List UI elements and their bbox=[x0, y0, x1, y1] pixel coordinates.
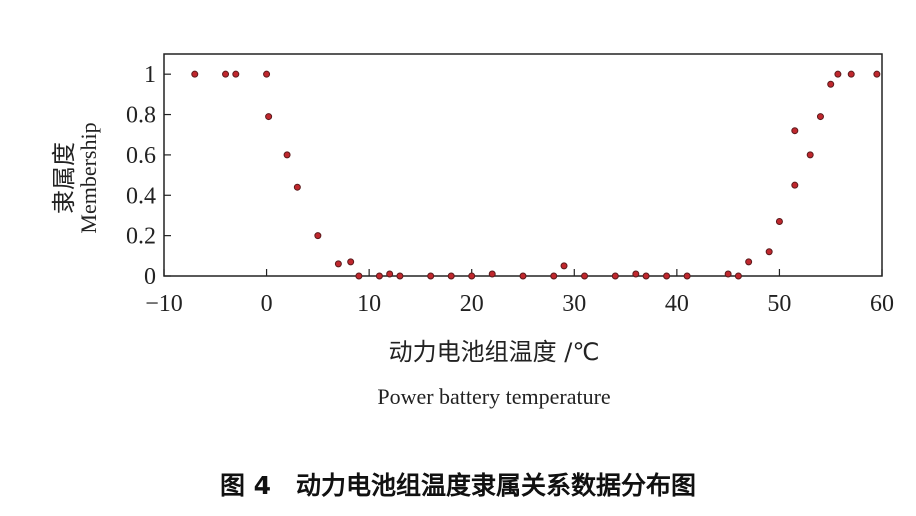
data-point bbox=[632, 270, 640, 278]
data-point bbox=[283, 151, 291, 159]
data-point bbox=[263, 70, 271, 78]
data-point bbox=[334, 260, 342, 268]
data-points bbox=[191, 70, 881, 280]
data-point bbox=[222, 70, 230, 78]
data-point bbox=[816, 113, 824, 121]
data-point bbox=[642, 272, 650, 280]
x-axis-title-en: Power battery temperature bbox=[377, 384, 610, 409]
data-point bbox=[847, 70, 855, 78]
x-tick-label: −10 bbox=[145, 291, 183, 317]
y-axis-title-en: Membership bbox=[76, 122, 101, 233]
y-axis-ticks: 0 0.2 0.4 0.6 0.8 1 bbox=[126, 62, 171, 290]
data-point bbox=[293, 183, 301, 191]
data-point bbox=[560, 262, 568, 270]
data-point bbox=[232, 70, 240, 78]
data-point bbox=[806, 151, 814, 159]
data-point bbox=[611, 272, 619, 280]
data-point bbox=[683, 272, 691, 280]
y-tick-label: 0 bbox=[144, 264, 156, 290]
x-axis-ticks: −10 0 10 20 30 40 50 60 bbox=[145, 269, 894, 317]
x-tick-label: 20 bbox=[460, 291, 484, 317]
y-tick-label: 1 bbox=[144, 62, 156, 88]
data-point bbox=[347, 258, 355, 266]
x-tick-label: 30 bbox=[562, 291, 586, 317]
data-point bbox=[873, 70, 881, 78]
data-point bbox=[827, 80, 835, 88]
y-tick-label: 0.4 bbox=[126, 183, 156, 209]
data-point bbox=[355, 272, 363, 280]
x-axis-title-cn: 动力电池组温度 /℃ bbox=[389, 338, 600, 366]
y-tick-label: 0.6 bbox=[126, 143, 156, 169]
data-point bbox=[375, 272, 383, 280]
data-point bbox=[775, 218, 783, 226]
data-point bbox=[834, 70, 842, 78]
data-point bbox=[550, 272, 558, 280]
y-tick-label: 0.2 bbox=[126, 224, 156, 250]
data-point bbox=[745, 258, 753, 266]
data-point bbox=[791, 181, 799, 189]
x-tick-label: 40 bbox=[665, 291, 689, 317]
data-point bbox=[488, 270, 496, 278]
data-point bbox=[265, 113, 273, 121]
x-tick-label: 50 bbox=[767, 291, 791, 317]
data-point bbox=[427, 272, 435, 280]
data-point bbox=[386, 270, 394, 278]
y-tick-label: 0.8 bbox=[126, 103, 156, 129]
data-point bbox=[191, 70, 199, 78]
y-axis-title-cn: 隶属度 bbox=[50, 142, 78, 214]
data-point bbox=[396, 272, 404, 280]
data-point bbox=[314, 232, 322, 240]
figure-caption: 图 4 动力电池组温度隶属关系数据分布图 bbox=[219, 471, 697, 500]
x-tick-label: 0 bbox=[261, 291, 273, 317]
data-point bbox=[724, 270, 732, 278]
data-point bbox=[519, 272, 527, 280]
x-tick-label: 60 bbox=[870, 291, 894, 317]
data-point bbox=[734, 272, 742, 280]
data-point bbox=[663, 272, 671, 280]
plot-frame bbox=[163, 53, 883, 277]
data-point bbox=[765, 248, 773, 256]
data-point bbox=[791, 127, 799, 135]
x-tick-label: 10 bbox=[357, 291, 381, 317]
membership-scatter-chart: −10 0 10 20 30 40 50 60 00.20.40.60.81 动力电池组温度 … bbox=[50, 53, 894, 409]
data-point bbox=[468, 272, 476, 280]
data-point bbox=[447, 272, 455, 280]
data-point bbox=[581, 272, 589, 280]
